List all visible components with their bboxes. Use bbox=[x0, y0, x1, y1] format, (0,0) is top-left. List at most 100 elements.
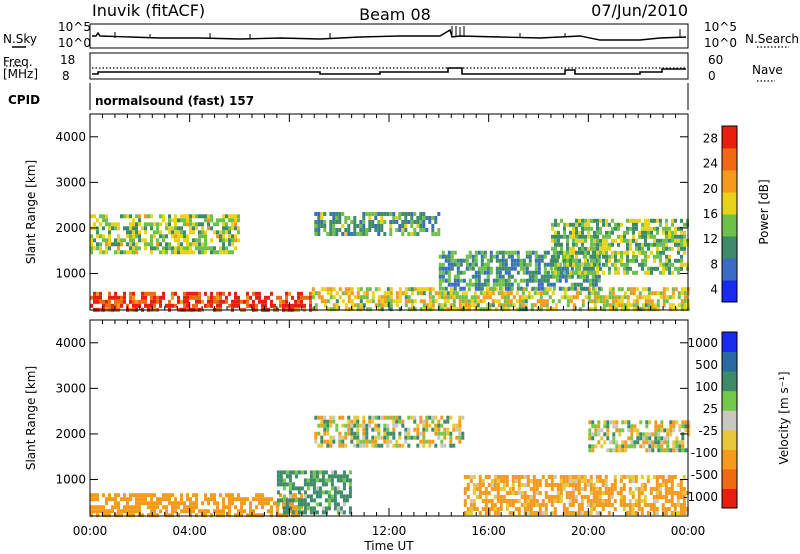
data-cell bbox=[589, 503, 593, 507]
data-cell bbox=[225, 299, 228, 304]
data-cell bbox=[342, 482, 346, 487]
data-cell bbox=[431, 303, 435, 308]
data-cell bbox=[219, 291, 222, 296]
data-cell bbox=[225, 238, 228, 243]
data-cell bbox=[534, 258, 538, 263]
data-cell bbox=[550, 499, 554, 503]
data-cell bbox=[665, 266, 668, 271]
data-cell bbox=[587, 266, 590, 271]
data-cell bbox=[306, 486, 310, 491]
data-cell bbox=[484, 495, 488, 499]
data-cell bbox=[359, 299, 363, 304]
data-cell bbox=[392, 427, 396, 432]
data-cell bbox=[117, 234, 120, 239]
data-cell bbox=[665, 299, 669, 304]
data-cell bbox=[219, 238, 222, 243]
data-cell bbox=[425, 228, 429, 232]
data-cell bbox=[681, 448, 685, 453]
data-cell bbox=[261, 501, 264, 506]
data-cell bbox=[356, 307, 360, 312]
data-cell bbox=[294, 498, 298, 503]
data-cell bbox=[491, 291, 495, 296]
data-cell bbox=[461, 295, 465, 300]
data-cell bbox=[123, 250, 126, 255]
data-cell bbox=[578, 222, 581, 227]
data-cell bbox=[437, 435, 441, 440]
data-cell bbox=[126, 497, 129, 502]
data-cell bbox=[611, 226, 614, 231]
data-cell bbox=[288, 494, 292, 499]
data-cell bbox=[489, 258, 493, 263]
data-cell bbox=[314, 228, 318, 232]
data-cell bbox=[652, 475, 656, 479]
data-cell bbox=[512, 303, 516, 308]
data-cell bbox=[207, 246, 210, 251]
data-cell bbox=[204, 238, 207, 243]
data-cell bbox=[528, 250, 532, 255]
data-cell bbox=[129, 295, 132, 300]
data-cell bbox=[617, 295, 621, 300]
data-cell bbox=[159, 230, 162, 235]
data-cell bbox=[611, 230, 614, 235]
data-cell bbox=[466, 495, 470, 499]
data-cell bbox=[676, 503, 680, 507]
data-cell bbox=[132, 299, 135, 304]
data-cell bbox=[195, 513, 198, 518]
data-cell bbox=[347, 295, 351, 300]
data-cell bbox=[578, 270, 581, 275]
data-cell bbox=[625, 475, 629, 479]
data-cell bbox=[270, 513, 273, 518]
data-cell bbox=[593, 295, 597, 300]
nsearch-tick-low: 10^0 bbox=[704, 36, 737, 50]
data-cell bbox=[198, 246, 201, 251]
colorbar-swatch bbox=[722, 236, 737, 259]
data-cell bbox=[492, 278, 496, 283]
data-cell bbox=[368, 212, 372, 216]
data-cell bbox=[599, 295, 603, 300]
data-cell bbox=[156, 222, 159, 227]
data-cell bbox=[108, 303, 111, 308]
data-cell bbox=[234, 218, 237, 223]
data-cell bbox=[556, 499, 560, 503]
data-cell bbox=[535, 479, 539, 483]
data-cell bbox=[225, 226, 228, 231]
data-cell bbox=[544, 507, 548, 511]
data-cell bbox=[679, 483, 683, 487]
data-cell bbox=[614, 250, 617, 255]
data-cell bbox=[556, 491, 560, 495]
data-cell bbox=[604, 479, 608, 483]
data-cell bbox=[506, 303, 510, 308]
data-cell bbox=[658, 491, 662, 495]
data-cell bbox=[183, 246, 186, 251]
data-cell bbox=[656, 303, 660, 308]
data-cell bbox=[488, 303, 492, 308]
data-cell bbox=[574, 487, 578, 491]
data-cell bbox=[656, 242, 659, 247]
data-cell bbox=[297, 498, 301, 503]
data-cell bbox=[651, 440, 655, 445]
data-cell bbox=[683, 242, 686, 247]
data-cell bbox=[174, 230, 177, 235]
data-cell bbox=[487, 491, 491, 495]
data-cell bbox=[443, 291, 447, 296]
data-cell bbox=[404, 224, 408, 228]
colorbar-tick-label: -500 bbox=[691, 468, 718, 482]
data-cell bbox=[606, 436, 610, 441]
data-cell bbox=[594, 432, 598, 437]
data-cell bbox=[368, 220, 372, 224]
data-cell bbox=[677, 246, 680, 251]
data-cell bbox=[237, 238, 240, 243]
data-cell bbox=[671, 295, 675, 300]
data-cell bbox=[628, 479, 632, 483]
data-cell bbox=[557, 238, 560, 243]
data-cell bbox=[665, 262, 668, 267]
data-cell bbox=[671, 218, 674, 223]
data-cell bbox=[640, 487, 644, 491]
data-cell bbox=[413, 228, 417, 232]
data-cell bbox=[138, 214, 141, 219]
data-cell bbox=[102, 218, 105, 223]
data-cell bbox=[565, 495, 569, 499]
data-cell bbox=[93, 299, 96, 304]
data-cell bbox=[192, 226, 195, 231]
data-cell bbox=[174, 214, 177, 219]
